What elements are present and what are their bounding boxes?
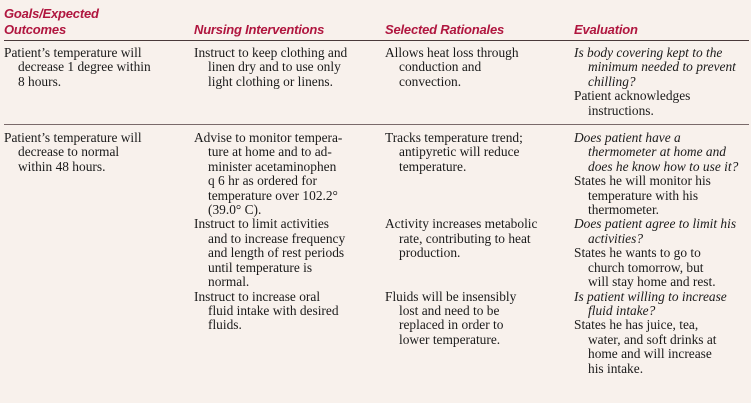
evaluation-response: States he has juice, tea, water, and sof… — [574, 317, 717, 376]
header-evaluation: Evaluation — [574, 22, 638, 37]
evaluation-cell: Does patient agree to limit his activiti… — [574, 217, 749, 289]
evaluation-response: States he wants to go to church tomorrow… — [574, 245, 716, 290]
rationale-cell: Activity increases metabolic rate, contr… — [385, 216, 538, 261]
intervention-cell: Instruct to limit activities and to incr… — [194, 216, 346, 290]
evaluation-question: Is patient willing to increase fluid int… — [574, 288, 727, 318]
header-goals: Goals/Expected Outcomes — [4, 6, 99, 37]
evaluation-cell: Is body covering kept to the minimum nee… — [574, 41, 749, 118]
header-rationales: Selected Rationales — [385, 22, 505, 37]
evaluation-question: Does patient have a thermometer at home … — [574, 130, 739, 174]
row-rule — [4, 124, 749, 126]
header-rule — [4, 40, 749, 41]
evaluation-question: Does patient agree to limit his activiti… — [574, 216, 737, 246]
rationale-cell: Tracks temperature trend; antipyretic wi… — [385, 130, 523, 174]
goal-cell: Patient’s temperature will decrease 1 de… — [4, 45, 151, 89]
evaluation-response: States he will monitor his temperature w… — [574, 173, 711, 218]
care-plan-table: Goals/Expected Outcomes Nursing Interven… — [4, 6, 749, 376]
intervention-cell: Advise to monitor tempera- ture at home … — [194, 130, 343, 218]
rationale-cell: Allows heat loss through conduction and … — [385, 45, 519, 89]
goal-cell: Patient’s temperature will decrease to n… — [4, 130, 142, 174]
intervention-cell: Instruct to keep clothing and linen dry … — [194, 45, 348, 89]
evaluation-cell: Is patient willing to increase fluid int… — [574, 288, 749, 376]
intervention-cell: Instruct to increase oral fluid intake w… — [194, 288, 339, 333]
evaluation-cell: Does patient have a thermometer at home … — [574, 125, 749, 217]
evaluation-response: Patient acknowledges instructions. — [574, 88, 691, 118]
rationale-cell: Fluids will be insensibly lost and need … — [385, 288, 517, 347]
evaluation-question: Is body covering kept to the minimum nee… — [574, 45, 736, 89]
header-interventions: Nursing Interventions — [194, 22, 325, 37]
